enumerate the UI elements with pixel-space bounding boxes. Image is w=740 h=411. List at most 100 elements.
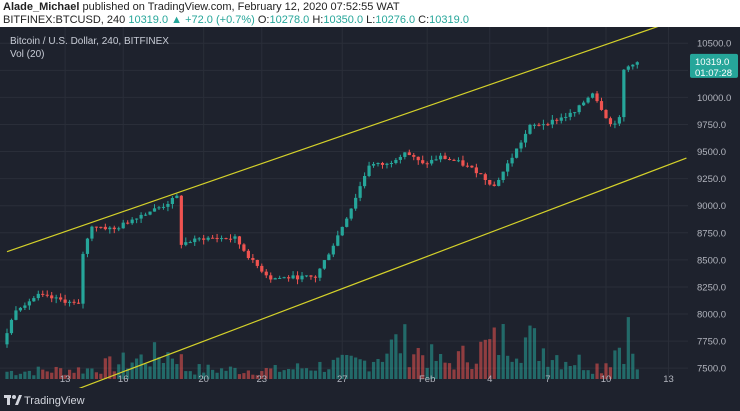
volume-bar (608, 367, 613, 379)
candle-body (309, 275, 313, 277)
x-tick-label: 23 (257, 374, 268, 385)
candle-body (483, 174, 487, 181)
volume-bar (528, 325, 532, 379)
volume-bar (260, 371, 264, 379)
volume-bar (434, 360, 438, 379)
candle-body (582, 102, 586, 106)
volume-bar (9, 370, 14, 379)
price-axis-area (688, 27, 740, 388)
candle-body (506, 163, 510, 172)
candle-body (394, 159, 398, 164)
candle-body (541, 124, 545, 126)
volume-bar (456, 351, 461, 379)
candle-body (179, 195, 183, 245)
volume-bar (358, 359, 362, 379)
candle-body (479, 173, 483, 175)
volume-bar (184, 371, 188, 379)
volume-bar (604, 363, 608, 379)
y-tick-label: 8750.0 (697, 228, 726, 239)
y-tick-label: 9000.0 (697, 201, 726, 212)
tradingview-brand[interactable]: TradingView (24, 395, 85, 407)
volume-bar (135, 358, 139, 379)
volume-bar (367, 371, 371, 379)
volume-bar (233, 367, 237, 379)
candle-body (112, 227, 116, 230)
tradingview-logo-icon[interactable] (4, 393, 22, 407)
volume-bar (94, 372, 98, 379)
candle-body (36, 293, 40, 299)
volume-bar (273, 365, 277, 379)
candle-body (215, 237, 219, 239)
x-tick-label: Feb (419, 374, 435, 385)
volume-bar (394, 334, 398, 379)
price-chart[interactable]: 7500.0 7750.0 8000.0 8250.0 8500.0 8750.0 9000… (0, 27, 740, 388)
candle-body (304, 275, 309, 277)
candle-body (340, 226, 344, 236)
volume-bar (626, 317, 630, 379)
volume-bar (211, 369, 215, 379)
candle-body (470, 165, 474, 168)
volume-bar (179, 354, 183, 379)
candle-body (67, 301, 72, 303)
volume-bar (590, 373, 595, 379)
candle-body (23, 305, 27, 308)
candle-body (90, 226, 94, 239)
candle-body (456, 160, 461, 162)
candle-body (590, 93, 595, 98)
author-name[interactable]: Alade_Michael (3, 1, 80, 13)
candle-body (260, 265, 264, 272)
candle-body (117, 228, 121, 230)
candle-body (514, 148, 519, 158)
candle-body (108, 227, 112, 230)
candle-body (336, 235, 340, 246)
candle-body (5, 333, 9, 345)
volume-bar (278, 371, 282, 379)
volume-bar (152, 342, 157, 379)
volume-bar (90, 368, 94, 379)
volume-bar (318, 361, 322, 379)
candle-body (45, 294, 49, 296)
volume-bar (126, 368, 130, 379)
candle-body (318, 268, 322, 278)
candle-body (573, 112, 577, 114)
volume-bar (202, 372, 206, 379)
channel-line-upper[interactable] (6, 27, 660, 253)
candle-body (27, 301, 31, 306)
volume-bar (224, 370, 228, 379)
candle-body (443, 155, 447, 159)
header-bar: Alade_Michael published on TradingView.c… (0, 0, 740, 27)
y-tick-label: 8250.0 (697, 282, 726, 293)
volume-bar (23, 371, 27, 379)
volume-bar (54, 366, 58, 379)
candle-body (510, 157, 514, 164)
volume-bar (613, 350, 617, 379)
candle-body (300, 275, 304, 280)
candle-body (264, 271, 268, 276)
volume-bar (193, 374, 197, 379)
volume-bar (287, 368, 291, 379)
volume-bar (483, 339, 487, 379)
candle-body (59, 297, 63, 300)
candle-body (331, 245, 335, 255)
volume-bar (246, 370, 250, 379)
last-price-badge (690, 53, 738, 78)
volume-bar (452, 369, 456, 379)
volume-bar (166, 352, 170, 379)
candle-body (461, 160, 465, 166)
candle-body (143, 214, 148, 216)
candle-body (255, 259, 259, 266)
y-tick-label: 8500.0 (697, 255, 726, 266)
candle-body (197, 238, 201, 240)
volume-bar (635, 369, 639, 379)
volume-bar (175, 364, 179, 379)
close-value: 10319.0 (429, 14, 469, 26)
candle-body (465, 165, 470, 167)
candle-body (586, 97, 590, 103)
open-label: O: (257, 14, 270, 26)
volume-bar (76, 367, 81, 379)
candle-body (452, 159, 456, 161)
y-tick-label: 7750.0 (697, 337, 726, 348)
candle-body (537, 124, 541, 126)
candle-body (617, 117, 621, 124)
channel-line-lower[interactable] (7, 157, 687, 388)
